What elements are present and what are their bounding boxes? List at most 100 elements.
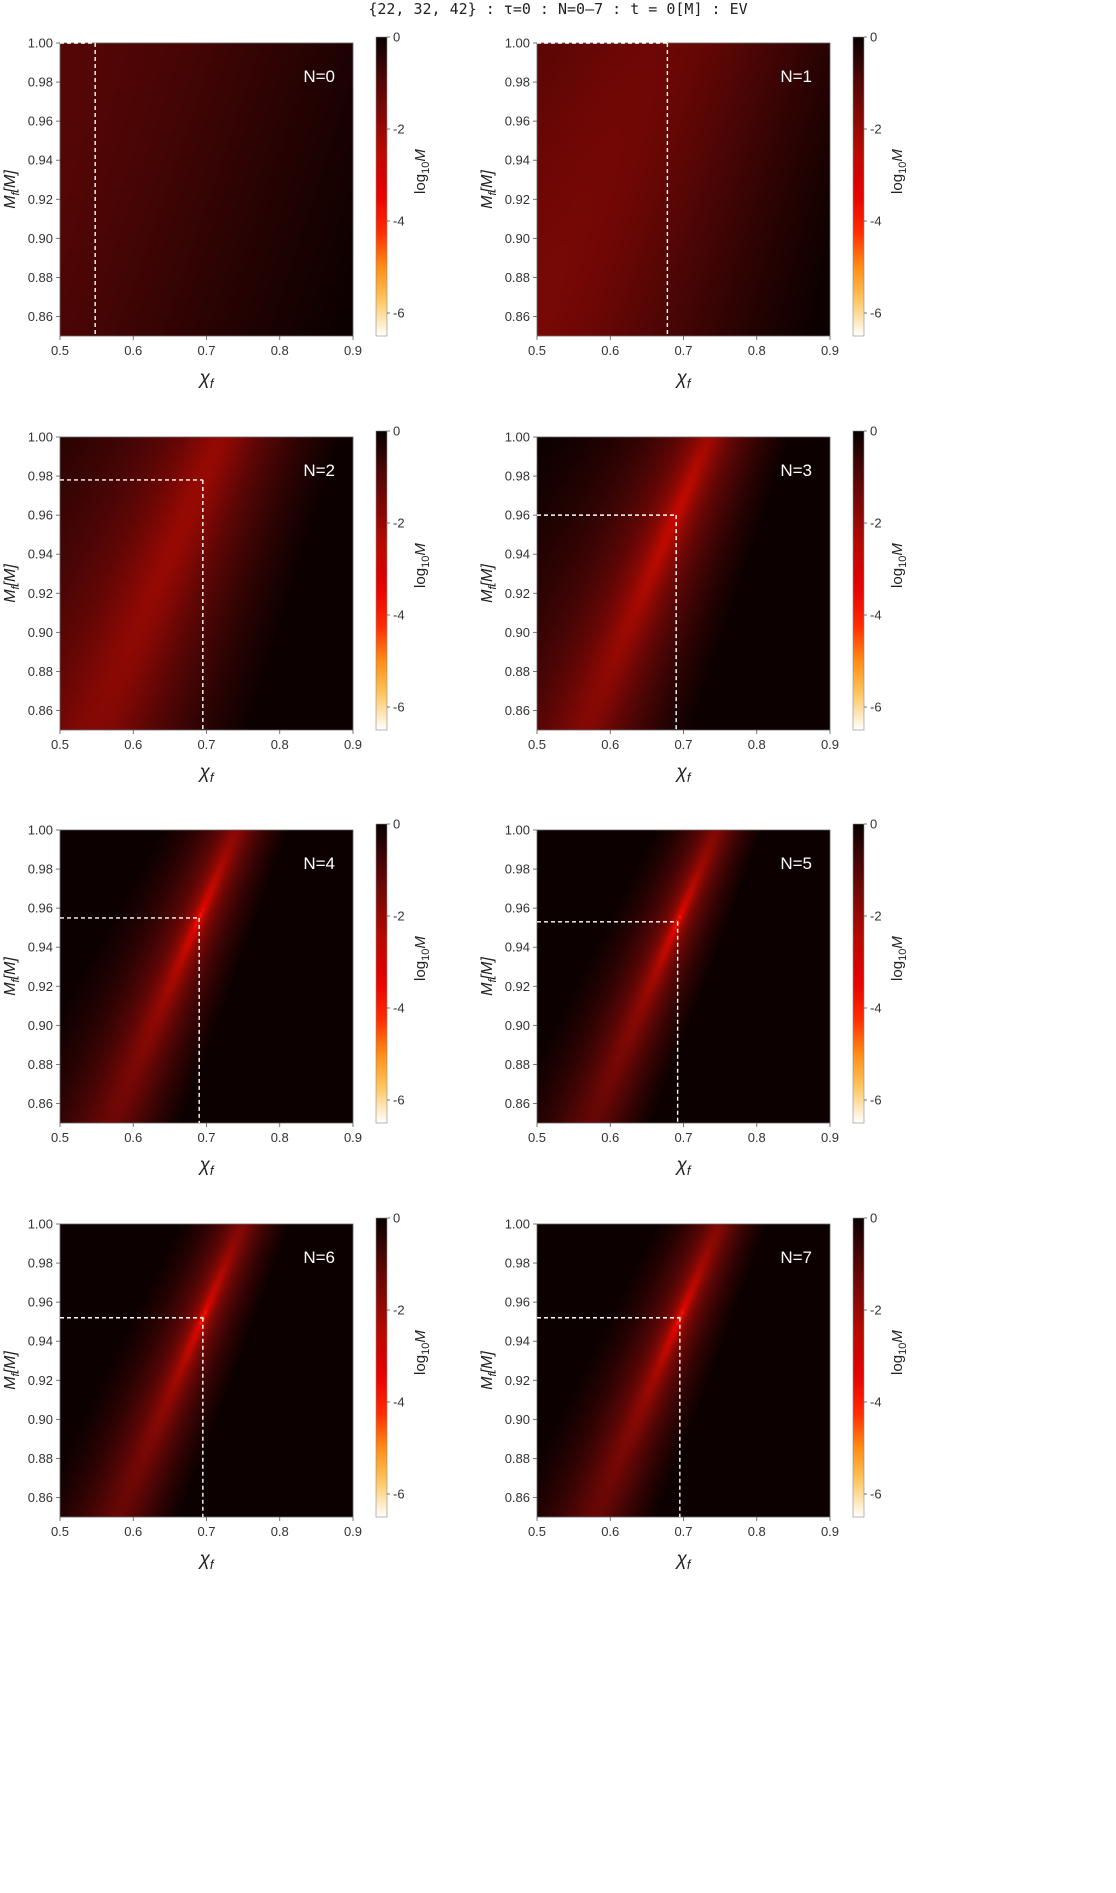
panel-label: N=6 <box>303 1248 335 1267</box>
y-tick-label: 0.86 <box>28 1490 53 1505</box>
heatmap-image <box>60 830 353 1123</box>
panel-n5: N=5 0.5 0.6 0.7 0.8 0.9 0.86 0.88 0.90 0.92 0.94 0.… <box>479 817 909 1179</box>
y-tick-label: 0.98 <box>28 862 53 877</box>
colorbar <box>375 430 388 731</box>
colorbar-tick-label: -4 <box>870 214 882 229</box>
y-tick-label: 0.96 <box>28 114 53 129</box>
panel-n2: N=2 0.5 0.6 0.7 0.8 0.9 0.86 0.88 0.90 0.92 0.94 0.… <box>2 424 432 786</box>
colorbar-tick-label: 0 <box>870 817 877 832</box>
y-axis-label: Mf[M] <box>2 564 22 603</box>
y-tick-label: 0.94 <box>28 153 53 168</box>
x-axis-label: χf <box>198 368 215 391</box>
x-tick-label: 0.8 <box>748 737 766 752</box>
x-tick-label: 0.7 <box>674 737 692 752</box>
colorbar-tick-label: -2 <box>393 1303 405 1318</box>
y-tick-label: 0.86 <box>505 1490 530 1505</box>
panel-n4: N=4 0.5 0.6 0.7 0.8 0.9 0.86 0.88 0.90 0.92 0.94 0.… <box>2 817 432 1179</box>
y-axis-label: Mf[M] <box>2 1351 22 1390</box>
y-tick-label: 1.00 <box>505 1217 530 1232</box>
panel-label: N=2 <box>303 461 335 480</box>
colorbar-tick-label: -2 <box>870 516 882 531</box>
x-tick-label: 0.5 <box>51 1130 69 1145</box>
y-tick-label: 0.92 <box>505 586 530 601</box>
colorbar-label: log10M <box>889 1330 909 1375</box>
y-tick-label: 0.86 <box>505 703 530 718</box>
x-tick-label: 0.5 <box>51 1524 69 1539</box>
y-tick-label: 0.94 <box>505 1334 530 1349</box>
x-tick-label: 0.5 <box>528 737 546 752</box>
y-tick-label: 0.96 <box>28 1295 53 1310</box>
y-tick-label: 1.00 <box>505 823 530 838</box>
y-tick-label: 0.90 <box>28 1412 53 1427</box>
colorbar-tick-label: 0 <box>870 1211 877 1226</box>
x-axis-label: χf <box>198 1155 215 1178</box>
colorbar-tick-label: -4 <box>870 1395 882 1410</box>
y-axis-label: Mf[M] <box>479 170 499 209</box>
y-tick-label: 0.96 <box>28 508 53 523</box>
x-tick-label: 0.8 <box>748 343 766 358</box>
x-tick-label: 0.9 <box>344 1130 362 1145</box>
colorbar <box>375 823 388 1124</box>
x-axis-label: χf <box>675 1155 692 1178</box>
panel-n1: N=1 0.5 0.6 0.7 0.8 0.9 0.86 0.88 0.90 0.92 0.94 0.… <box>479 30 909 392</box>
colorbar-tick-label: 0 <box>870 424 877 439</box>
y-tick-label: 0.90 <box>28 625 53 640</box>
x-axis-label: χf <box>198 1549 215 1572</box>
x-tick-label: 0.8 <box>271 737 289 752</box>
y-tick-label: 1.00 <box>28 36 53 51</box>
colorbar <box>375 36 388 337</box>
panel-label: N=1 <box>780 67 812 86</box>
heatmap-image <box>537 43 830 336</box>
heatmap-image <box>60 1224 353 1517</box>
colorbar-tick-label: -4 <box>393 1395 405 1410</box>
x-tick-label: 0.9 <box>344 1524 362 1539</box>
colorbar-tick-label: -2 <box>393 909 405 924</box>
x-tick-label: 0.5 <box>528 1130 546 1145</box>
figure-title: {22, 32, 42} : τ=0 : N=0–7 : t = 0[M] : … <box>368 0 748 18</box>
x-axis-label: χf <box>198 762 215 785</box>
y-tick-label: 0.98 <box>505 469 530 484</box>
y-tick-label: 0.96 <box>28 901 53 916</box>
y-axis-label: Mf[M] <box>2 170 22 209</box>
colorbar <box>852 36 865 337</box>
x-tick-label: 0.7 <box>197 1130 215 1145</box>
y-tick-label: 0.86 <box>28 1096 53 1111</box>
colorbar-tick-label: -4 <box>870 608 882 623</box>
y-tick-label: 0.88 <box>505 270 530 285</box>
y-tick-label: 0.86 <box>505 309 530 324</box>
y-tick-label: 0.90 <box>28 231 53 246</box>
x-tick-label: 0.8 <box>271 1130 289 1145</box>
y-tick-label: 0.88 <box>505 1451 530 1466</box>
x-tick-label: 0.6 <box>124 1524 142 1539</box>
colorbar-label: log10M <box>889 543 909 588</box>
y-tick-label: 0.94 <box>28 547 53 562</box>
colorbar-tick-label: -6 <box>870 1487 882 1502</box>
x-tick-label: 0.6 <box>124 343 142 358</box>
heatmap-image <box>60 437 353 730</box>
panel-n0: N=0 0.5 0.6 0.7 0.8 0.9 0.86 0.88 0.90 0.92 0.94 0.… <box>2 30 432 392</box>
colorbar-tick-label: -2 <box>870 1303 882 1318</box>
heatmap-image <box>60 43 353 336</box>
y-tick-label: 0.92 <box>505 979 530 994</box>
x-tick-label: 0.6 <box>601 737 619 752</box>
y-tick-label: 0.88 <box>28 270 53 285</box>
x-tick-label: 0.6 <box>601 343 619 358</box>
y-tick-label: 0.96 <box>505 1295 530 1310</box>
y-tick-label: 0.90 <box>505 1412 530 1427</box>
colorbar-tick-label: -6 <box>870 306 882 321</box>
panel-n7: N=7 0.5 0.6 0.7 0.8 0.9 0.86 0.88 0.90 0.92 0.94 0.… <box>479 1211 909 1573</box>
y-tick-label: 0.96 <box>505 508 530 523</box>
x-tick-label: 0.8 <box>748 1130 766 1145</box>
y-tick-label: 0.94 <box>505 940 530 955</box>
x-tick-label: 0.8 <box>271 1524 289 1539</box>
y-tick-label: 0.96 <box>505 901 530 916</box>
y-tick-label: 0.86 <box>28 309 53 324</box>
colorbar-tick-label: 0 <box>393 1211 400 1226</box>
y-tick-label: 0.98 <box>28 75 53 90</box>
panel-label: N=5 <box>780 854 812 873</box>
x-tick-label: 0.7 <box>674 1524 692 1539</box>
y-tick-label: 0.92 <box>505 192 530 207</box>
colorbar <box>852 430 865 731</box>
x-tick-label: 0.7 <box>674 1130 692 1145</box>
heatmap-image <box>537 830 830 1123</box>
